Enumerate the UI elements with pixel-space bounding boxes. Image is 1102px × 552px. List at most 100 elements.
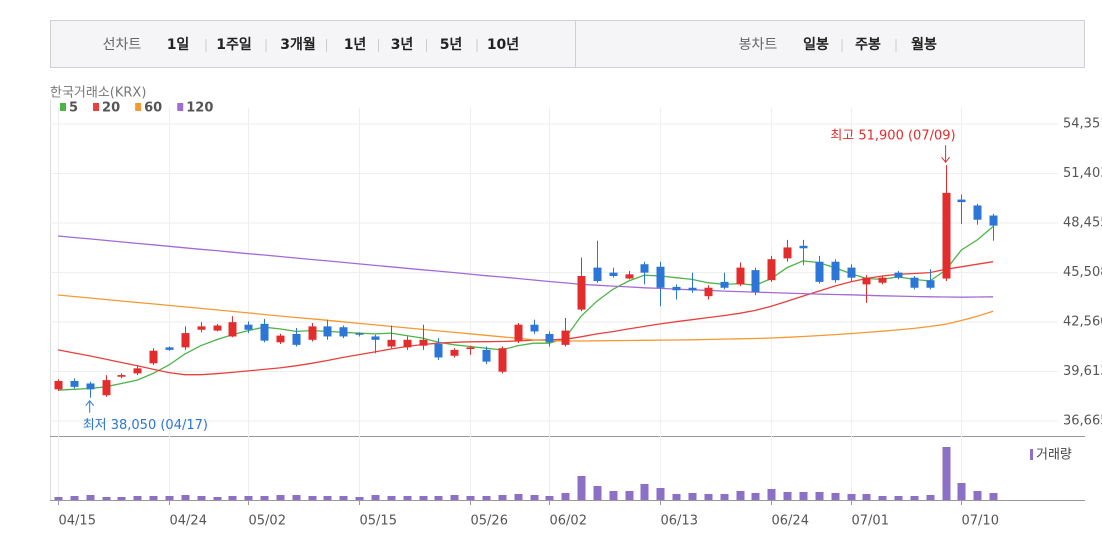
candle-body xyxy=(213,325,222,331)
legend-label: 120 xyxy=(186,101,213,116)
legend-label: 60 xyxy=(144,101,162,116)
candle-body xyxy=(466,347,475,350)
tab[interactable]: 일봉 xyxy=(803,37,829,53)
candle-body xyxy=(593,267,602,282)
tab[interactable]: 5년 xyxy=(440,37,463,53)
tab[interactable]: 월봉 xyxy=(911,36,937,53)
volume-bar xyxy=(831,493,840,500)
volume-bar xyxy=(54,497,63,500)
candle-body xyxy=(831,261,840,281)
volume-bar xyxy=(323,496,332,500)
tab[interactable]: 1년 xyxy=(344,37,367,53)
candle-body xyxy=(640,264,649,273)
legend-swatch xyxy=(135,103,142,111)
volume-bar xyxy=(942,447,951,500)
volume-bar xyxy=(403,496,412,500)
volume-bar xyxy=(228,496,237,500)
candle-body xyxy=(656,266,665,288)
volume-bar xyxy=(957,483,966,500)
tab[interactable]: 1일 xyxy=(167,37,190,53)
volume-bar xyxy=(640,484,649,500)
low-annotation: 최저 38,050 (04/17) xyxy=(83,418,208,433)
candle-body xyxy=(672,286,681,291)
volume-bar xyxy=(181,495,190,500)
candle-body xyxy=(387,339,396,347)
volume-bar xyxy=(593,486,602,500)
candle-body xyxy=(878,277,887,283)
volume-bar xyxy=(292,495,301,500)
candle-body xyxy=(847,267,856,278)
candle-body xyxy=(355,333,364,335)
tab[interactable]: 1주일 xyxy=(216,37,252,53)
candle-body xyxy=(625,274,634,279)
candle-body xyxy=(862,277,871,285)
volume-bar xyxy=(117,497,126,500)
tab[interactable]: 3년 xyxy=(391,37,414,53)
volume-legend-swatch xyxy=(1030,449,1033,460)
volume-bar xyxy=(70,496,79,500)
volume-bar xyxy=(736,491,745,500)
volume-bar xyxy=(609,491,618,500)
volume-bar xyxy=(720,494,729,500)
moving-average-line xyxy=(57,261,994,376)
x-tick-label: 06/24 xyxy=(772,514,809,529)
volume-bar xyxy=(419,496,428,500)
volume-bar xyxy=(767,489,776,500)
volume-bar xyxy=(102,497,111,500)
volume-bar xyxy=(751,493,760,500)
tab-group-label: 선차트 xyxy=(103,37,142,53)
y-tick-label: 45,508 xyxy=(1063,265,1102,280)
volume-bar xyxy=(149,496,158,500)
volume-bar xyxy=(656,488,665,500)
volume-bar xyxy=(213,497,222,500)
tab[interactable]: 주봉 xyxy=(855,37,881,53)
low-arrow-head xyxy=(85,399,95,407)
candle-body xyxy=(783,247,792,259)
volume-bar xyxy=(133,496,142,500)
candle-body xyxy=(926,280,935,288)
candle-body xyxy=(371,336,380,340)
x-tick-label: 06/02 xyxy=(550,514,587,529)
x-tick-label: 07/01 xyxy=(852,514,889,529)
x-tick-label: 07/10 xyxy=(962,514,999,529)
volume-bar xyxy=(625,491,634,500)
y-tick-label: 39,613 xyxy=(1063,364,1102,379)
volume-bar xyxy=(197,496,206,500)
volume-bar xyxy=(498,495,507,500)
volume-bar xyxy=(704,494,713,500)
candle-body xyxy=(704,287,713,297)
tab-group-label: 봉차트 xyxy=(739,37,778,53)
volume-bar xyxy=(530,495,539,500)
volume-bar xyxy=(244,496,253,500)
volume-bar xyxy=(577,476,586,500)
source-label: 한국거래소(KRX) xyxy=(50,86,146,101)
volume-bar xyxy=(973,491,982,500)
candle-body xyxy=(720,281,729,288)
candle-body xyxy=(577,275,586,310)
x-tick-label: 04/24 xyxy=(170,514,207,529)
volume-bar xyxy=(308,496,317,500)
candle-body xyxy=(197,326,206,330)
candle-body xyxy=(419,339,428,346)
volume-bar xyxy=(910,496,919,500)
volume-bar xyxy=(276,495,285,500)
volume-bar xyxy=(514,494,523,500)
candle-body xyxy=(102,380,111,396)
volume-bar xyxy=(434,496,443,500)
volume-bar xyxy=(561,493,570,500)
tab-bar xyxy=(50,20,1085,68)
high-arrow-head xyxy=(941,156,950,163)
legend-label: 5 xyxy=(69,101,78,116)
candle-body xyxy=(70,380,79,387)
legend-swatch xyxy=(93,103,100,111)
legend-swatch xyxy=(60,103,66,111)
candle-body xyxy=(482,349,491,362)
candle-body xyxy=(688,287,697,291)
tab[interactable]: 10년 xyxy=(487,37,519,53)
volume-bar xyxy=(862,494,871,500)
tab[interactable]: 3개월 xyxy=(280,36,316,53)
y-tick-label: 36,665 xyxy=(1063,414,1102,429)
volume-bar xyxy=(545,496,554,500)
volume-legend-label: 거래량 xyxy=(1036,448,1072,463)
y-tick-label: 54,351 xyxy=(1063,117,1102,132)
